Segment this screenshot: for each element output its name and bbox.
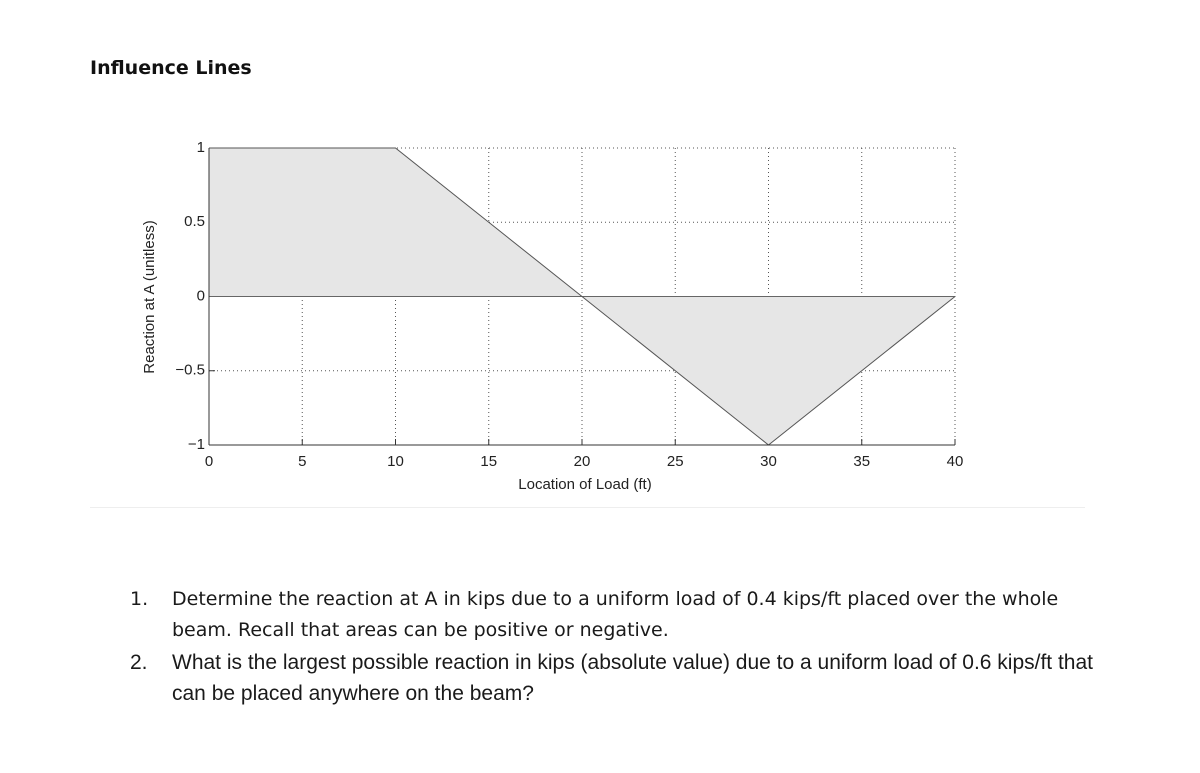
y-tick-label: 1: [197, 139, 205, 156]
x-tick-label: 40: [947, 453, 964, 470]
question-text: Determine the reaction at A in kips due …: [172, 588, 1059, 641]
y-tick-label: 0.5: [184, 213, 205, 230]
x-tick-label: 10: [387, 453, 404, 470]
line: [209, 147, 956, 446]
title: Influence Lines: [90, 57, 252, 79]
question-number: 1.: [130, 588, 149, 610]
x-axis-label: Location of Load (ft): [518, 476, 651, 493]
x-tick-label: 20: [574, 453, 591, 470]
x-tick-label: 0: [205, 453, 213, 470]
divider: [90, 507, 1085, 508]
x-tick-label: 25: [667, 453, 684, 470]
x-tick-label: 5: [298, 453, 306, 470]
y-tick-label: −1: [188, 436, 205, 453]
y-axis-label: Reaction at A (unitless): [141, 220, 158, 373]
x-tick-label: 15: [480, 453, 497, 470]
question-text: What is the largest possible reaction in…: [172, 651, 1093, 705]
y-tick-label: −0.5: [175, 362, 205, 379]
chart: Location of Load (ft) Reaction at A (uni…: [141, 139, 964, 493]
x-tick-label: 35: [853, 453, 870, 470]
y-tick-label: 0: [197, 287, 205, 304]
question-number: 2.: [130, 651, 148, 674]
x-tick-label: 30: [760, 453, 777, 470]
